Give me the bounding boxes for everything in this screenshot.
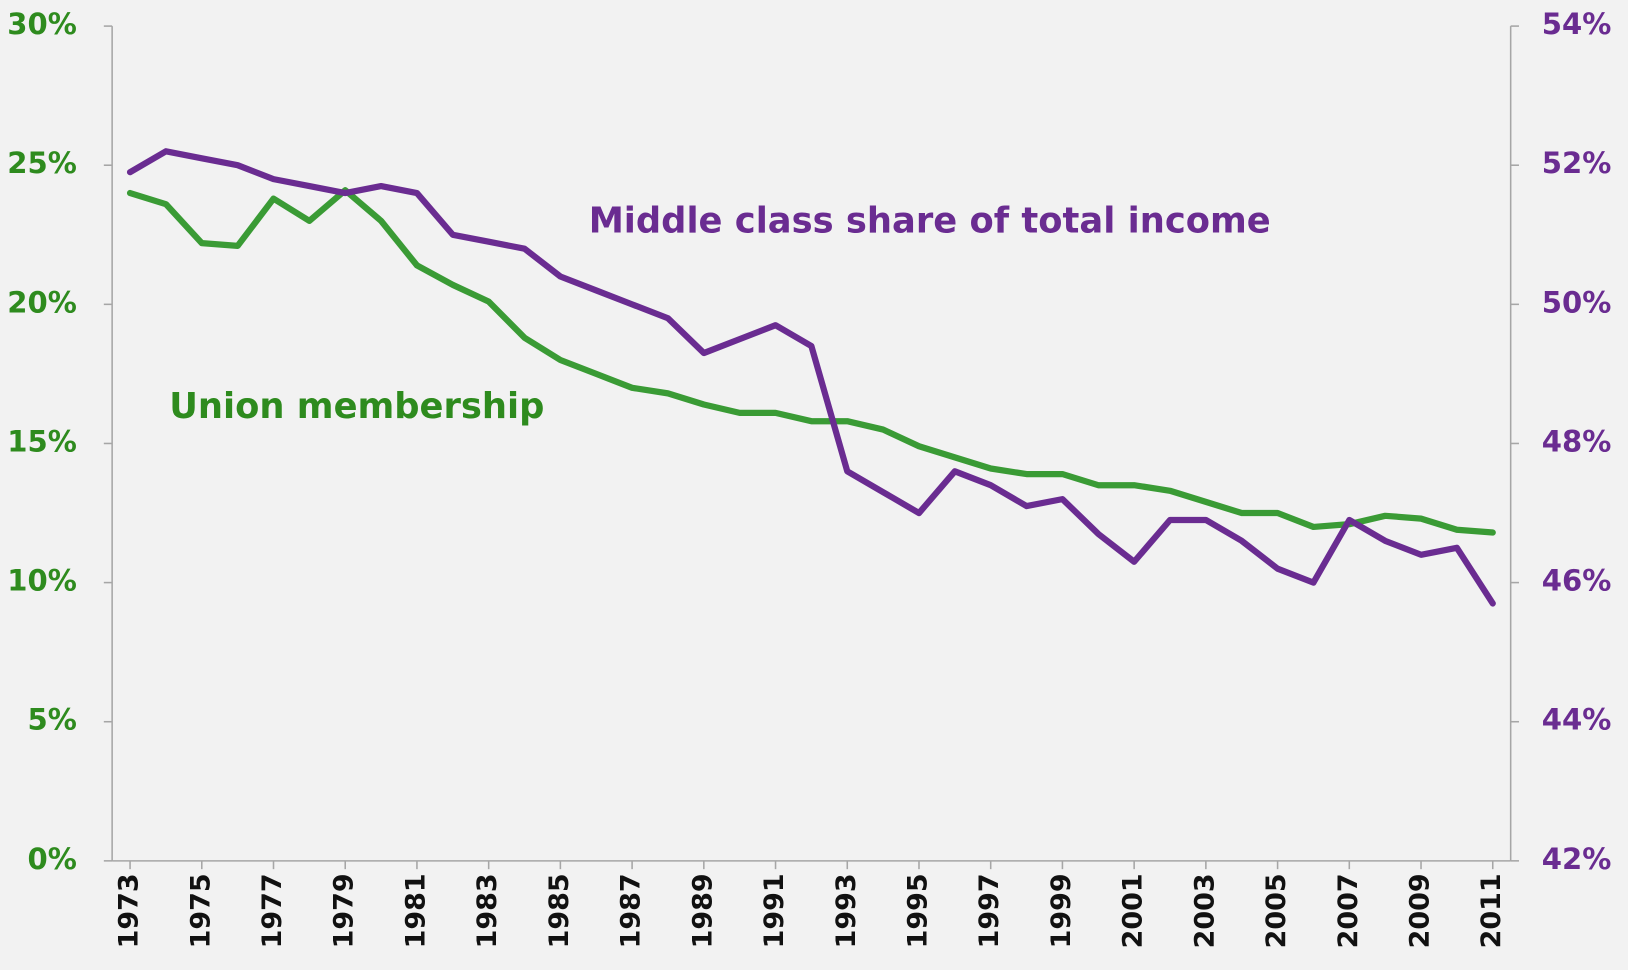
series-label: Middle class share of total income [589, 200, 1271, 241]
y2-tick-label: 52% [1542, 146, 1612, 180]
series-line [126, 148, 1496, 607]
x-tick-label: 1987 [616, 873, 647, 948]
x-tick-label: 1989 [687, 873, 718, 948]
x-tick-label: 1993 [831, 873, 862, 948]
x-tick-label: 2003 [1189, 873, 1220, 948]
y2-tick-label: 48% [1542, 424, 1612, 458]
x-tick-label: 1985 [544, 873, 575, 948]
x-tick-label: 2001 [1118, 873, 1149, 948]
y-tick-label: 30% [7, 7, 77, 41]
y-tick-label: 0% [27, 842, 76, 876]
x-tick-label: 2007 [1333, 873, 1364, 948]
x-tick-label: 1975 [185, 873, 216, 948]
y2-tick-label: 46% [1542, 564, 1612, 598]
x-tick-label: 1997 [974, 873, 1005, 948]
y-tick-label: 10% [7, 564, 77, 598]
x-tick-label: 1983 [472, 873, 503, 948]
x-tick-label: 1973 [114, 873, 145, 948]
series-label: Union membership [169, 386, 544, 427]
series-line [126, 187, 1496, 536]
x-tick-label: 1991 [759, 873, 790, 948]
y-tick-label: 5% [27, 703, 76, 737]
x-tick-label: 2009 [1405, 873, 1436, 948]
x-tick-label: 1977 [257, 873, 288, 948]
y-tick-label: 20% [7, 285, 77, 319]
y2-tick-label: 54% [1542, 7, 1612, 41]
x-tick-label: 2011 [1476, 873, 1507, 948]
x-tick-label: 1981 [400, 873, 431, 948]
x-tick-label: 1995 [902, 873, 933, 948]
x-tick-label: 1979 [329, 873, 360, 948]
y-tick-label: 25% [7, 146, 77, 180]
x-tick-label: 2005 [1261, 873, 1292, 948]
y2-tick-label: 44% [1542, 703, 1612, 737]
y2-tick-label: 42% [1542, 842, 1612, 876]
x-tick-label: 1999 [1046, 873, 1077, 948]
y2-tick-label: 50% [1542, 285, 1612, 319]
y-tick-label: 15% [7, 424, 77, 458]
